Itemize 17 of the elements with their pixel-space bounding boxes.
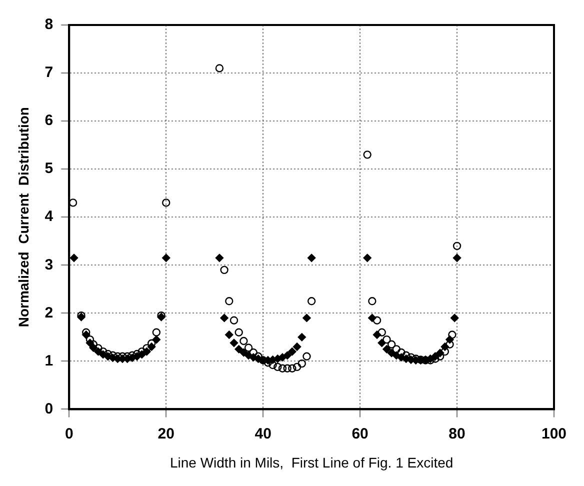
y-tick-label: 6: [44, 112, 54, 130]
x-tick-label: 20: [158, 425, 174, 442]
y-tick-label: 3: [44, 256, 54, 274]
y-tick-label: 4: [44, 208, 54, 226]
x-tick-label: 40: [254, 425, 272, 442]
y-axis-title: Normalized Current Distribution: [15, 107, 32, 328]
y-tick-label: 2: [44, 304, 54, 322]
x-tick-label: 0: [64, 425, 74, 442]
x-tick-label: 60: [352, 425, 368, 442]
y-tick-label: 5: [44, 160, 54, 178]
y-tick-label: 7: [44, 64, 54, 82]
y-tick-label: 1: [44, 352, 54, 370]
x-tick-label: 80: [448, 425, 466, 442]
x-axis-title: Line Width in Mils, First Line of Fig. 1 Excited: [170, 454, 454, 470]
y-tick-label: 0: [44, 400, 54, 418]
y-tick-label: 8: [44, 16, 54, 34]
x-tick-label: 100: [541, 425, 567, 442]
